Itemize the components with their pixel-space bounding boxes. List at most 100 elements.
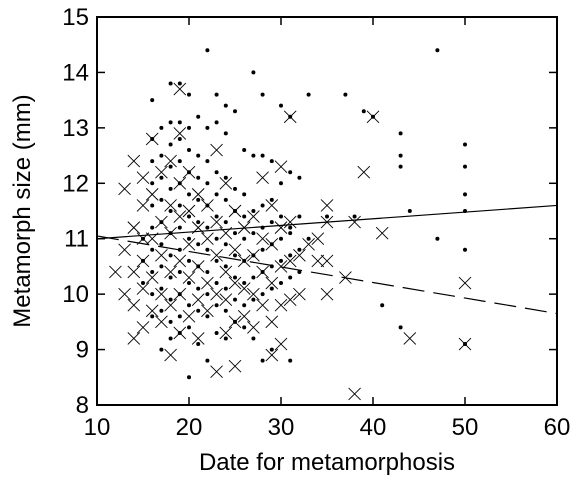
x-marker-point (164, 298, 177, 312)
dot-point (196, 286, 201, 291)
x-marker-point (201, 232, 214, 246)
dot-point (352, 214, 357, 219)
dot-point (205, 292, 210, 297)
x-marker-point (219, 176, 233, 190)
x-marker-point (228, 315, 242, 329)
x-marker-point (118, 182, 131, 196)
dot-point (177, 225, 182, 230)
x-marker-point (274, 337, 288, 351)
dot-point (223, 220, 228, 225)
dot-point (187, 192, 191, 197)
y-axis: 8 9 10 11 12 13 14 15 (62, 4, 557, 419)
dot-point (242, 192, 247, 197)
x-marker-point (302, 237, 315, 251)
dot-point (159, 347, 164, 352)
x-marker-point (228, 276, 242, 290)
dot-point (159, 286, 164, 291)
dot-point (205, 314, 210, 319)
plot-frame (96, 16, 558, 406)
x-marker-point (155, 287, 168, 301)
dot-point (177, 120, 182, 125)
dot-point (260, 203, 265, 208)
dot-point (223, 175, 228, 180)
dot-point (205, 358, 210, 363)
dot-point (260, 247, 265, 252)
dot-point (168, 336, 173, 341)
x-marker-point (182, 237, 196, 251)
dot-point (251, 336, 256, 341)
x-marker-point (173, 127, 187, 140)
x-marker-point (228, 204, 242, 218)
y-tick-label: 14 (62, 59, 89, 86)
x-marker-point (136, 171, 150, 185)
y-axis-label: Metamorph size (mm) (9, 94, 36, 327)
x-marker-point (136, 321, 150, 334)
x-tick-label: 50 (452, 414, 479, 441)
dot-point (187, 236, 191, 241)
dot-point (306, 92, 311, 97)
x-marker-point (283, 110, 297, 124)
x-marker-point (210, 365, 223, 379)
dot-point (297, 214, 302, 219)
dot-point (279, 236, 283, 241)
x-marker-point (357, 165, 371, 179)
x-marker-point (118, 287, 131, 301)
dot-point (205, 247, 210, 252)
dot-point (260, 92, 265, 97)
solid-trend-line (96, 204, 558, 240)
dot-point (159, 153, 164, 158)
dot-point (196, 242, 201, 247)
dot-point (223, 197, 228, 202)
dot-point (159, 308, 164, 313)
x-marker-point (164, 199, 177, 212)
dot-point (242, 148, 247, 153)
x-marker-point (136, 254, 150, 268)
dot-point (177, 269, 182, 274)
dot-point (177, 81, 182, 86)
dot-point (177, 203, 182, 208)
dot-point (141, 281, 145, 286)
dot-point (251, 231, 256, 236)
dot-point (398, 164, 403, 169)
x-marker-point (173, 254, 187, 268)
x-marker-point (283, 215, 297, 229)
x-marker-point (247, 287, 260, 301)
x-marker-point (311, 254, 325, 268)
dot-point (187, 303, 191, 308)
dot-point (279, 214, 283, 219)
dot-point (214, 303, 219, 308)
x-marker-point (458, 276, 472, 290)
dot-point (168, 142, 173, 147)
x-marker-point (320, 199, 334, 212)
x-marker-point (237, 254, 251, 268)
x-marker-point (173, 176, 187, 190)
dot-point (205, 225, 210, 230)
x-marker-point (145, 271, 159, 284)
dot-point (150, 225, 155, 230)
dot-point (288, 253, 293, 258)
dot-point (269, 347, 274, 352)
x-marker-point (145, 304, 159, 318)
dot-point (177, 136, 182, 141)
x-marker-point (265, 199, 279, 212)
dot-point (306, 236, 311, 241)
dot-point (380, 303, 385, 308)
x-marker-point (265, 348, 279, 362)
dot-point (279, 281, 283, 286)
x-marker-point (219, 326, 233, 340)
x-marker-point (201, 304, 214, 318)
x-marker-point (237, 282, 251, 295)
x-marker-point (118, 243, 131, 257)
dot-point (463, 164, 467, 169)
x-marker-point (210, 143, 223, 157)
dot-point (288, 358, 293, 363)
x-marker-point (348, 387, 361, 401)
dot-point (159, 197, 164, 202)
x-marker-point (173, 287, 187, 301)
dot-point (205, 181, 210, 186)
dot-point (214, 192, 219, 197)
dot-point (214, 214, 219, 219)
y-tick-label: 12 (62, 170, 89, 197)
dot-point (168, 120, 173, 125)
y-tick-label: 9 (76, 337, 89, 364)
